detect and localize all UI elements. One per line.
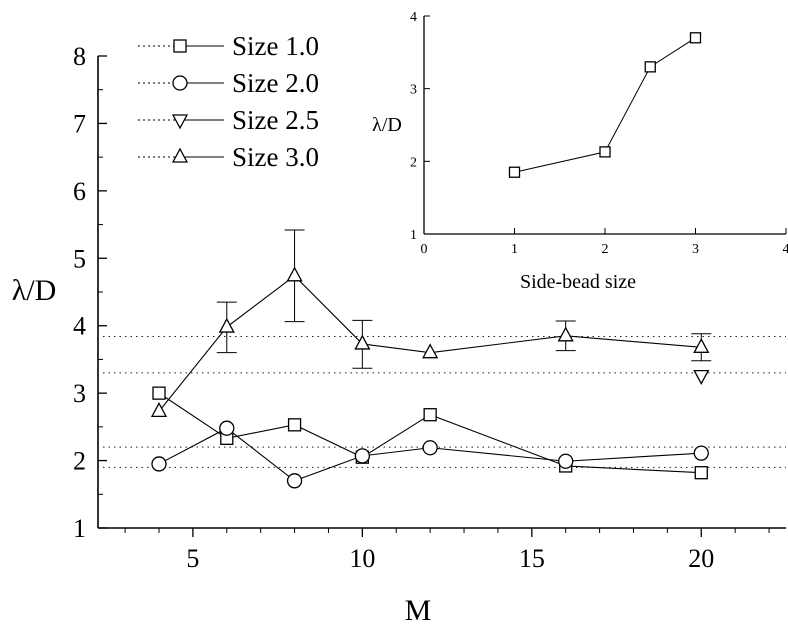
series-line <box>158 392 702 474</box>
data-point <box>423 408 437 422</box>
main-x-tick-label: 20 <box>688 544 714 573</box>
inset-series <box>508 32 702 178</box>
main-x-tick-label: 10 <box>349 544 375 573</box>
data-point <box>152 386 166 400</box>
main-y-tick-label: 3 <box>73 379 86 408</box>
inset-x-tick-label: 4 <box>783 242 788 257</box>
main-x-axis-label: M <box>405 594 432 627</box>
data-point <box>151 456 167 472</box>
series-size-2-5 <box>693 369 710 385</box>
data-point <box>558 453 574 469</box>
series-size-2-0 <box>151 420 709 489</box>
data-point <box>422 343 439 359</box>
main-y-tick-label: 2 <box>73 447 86 476</box>
inset-data-point <box>508 166 521 178</box>
inset-x-tick-label: 2 <box>602 242 609 257</box>
main-y-tick-label: 8 <box>73 42 86 71</box>
data-point <box>354 334 371 350</box>
inset-y-tick-label: 1 <box>410 228 417 243</box>
data-point <box>286 266 303 282</box>
inset-y-tick-label: 4 <box>410 10 417 25</box>
data-point <box>287 418 302 432</box>
inset-x-tick-label: 3 <box>692 242 699 257</box>
legend-item: Size 1.0 <box>138 31 319 61</box>
inset-x-tick-label: 1 <box>511 242 518 257</box>
inset-data-point <box>644 61 656 73</box>
inset-y-tick-label: 3 <box>410 83 417 98</box>
legend-marker <box>171 114 189 130</box>
inset-x-tick-label: 0 <box>421 242 428 257</box>
legend-label: Size 2.5 <box>232 105 319 135</box>
data-point <box>354 448 371 464</box>
legend-item: Size 3.0 <box>138 142 319 172</box>
data-point <box>693 337 710 353</box>
reference-lines <box>103 336 786 468</box>
main-x-tick-label: 5 <box>186 544 199 573</box>
inset-x-axis-label: Side-bead size <box>520 271 636 293</box>
data-point <box>694 466 708 480</box>
main-y-tick-label: 6 <box>73 177 86 206</box>
legend: Size 1.0 Size 2.0 Size 2.5 Size 3.0 <box>138 31 319 172</box>
legend-marker <box>173 39 187 53</box>
inset-data-point <box>689 32 702 44</box>
data-point <box>557 326 574 342</box>
main-series <box>150 229 712 489</box>
series-size-1-0 <box>152 386 708 480</box>
legend-item: Size 2.5 <box>138 105 319 135</box>
legend-marker <box>171 147 189 163</box>
main-y-axis-label: λ/D <box>12 274 57 307</box>
legend-item: Size 2.0 <box>138 68 319 98</box>
data-point <box>422 440 438 456</box>
data-point <box>286 473 303 489</box>
inset-y-tick-label: 2 <box>410 155 417 170</box>
data-point <box>693 369 710 385</box>
main-y-tick-label: 5 <box>73 244 86 273</box>
main-y-tick-label: 4 <box>73 312 86 341</box>
main-y-tick-label: 1 <box>73 514 86 543</box>
series-size-3-0 <box>150 229 712 417</box>
data-point <box>693 445 709 461</box>
legend-marker <box>172 75 188 91</box>
data-point <box>218 317 235 333</box>
data-point <box>219 420 235 436</box>
main-y-tick-label: 7 <box>73 109 86 138</box>
inset-y-axis-label: λ/D <box>372 114 402 136</box>
data-point <box>150 401 168 417</box>
inset-series-line <box>514 37 696 173</box>
main-x-tick-label: 15 <box>519 544 545 573</box>
inset-data-point <box>599 146 611 158</box>
legend-label: Size 1.0 <box>232 31 319 61</box>
legend-label: Size 2.0 <box>232 68 319 98</box>
legend-label: Size 3.0 <box>232 142 319 172</box>
